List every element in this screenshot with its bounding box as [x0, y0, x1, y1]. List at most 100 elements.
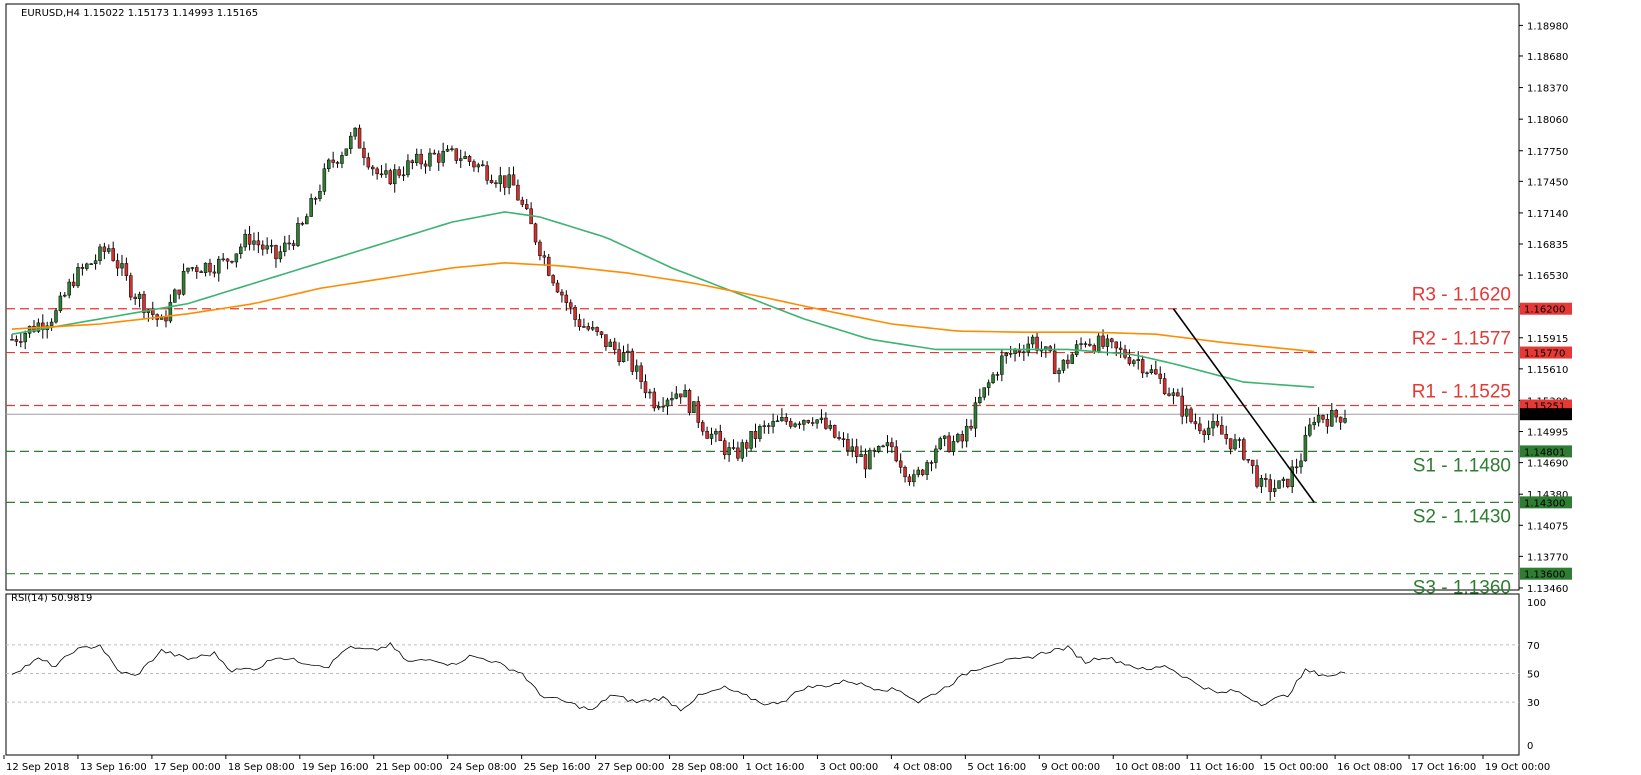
candle-body [727, 447, 731, 456]
price-tick-label: 1.14075 [1527, 521, 1568, 532]
time-axis-label: 11 Oct 16:00 [1189, 762, 1254, 773]
candle-body [1202, 430, 1206, 436]
candle-body [621, 352, 626, 362]
candle-body [419, 153, 423, 165]
support-level-label: S2 - 1.1430 [1413, 506, 1511, 527]
candle-body [230, 260, 234, 263]
candle-body [744, 442, 749, 449]
candle-body [27, 325, 32, 334]
candle-body [274, 245, 278, 260]
current-price-tag-text: 1.15165 [1524, 410, 1565, 421]
candle-body [1026, 343, 1030, 353]
candle-body [335, 162, 340, 164]
candle-body [76, 267, 80, 287]
candle-body [604, 334, 608, 347]
level-price-tag-text: 1.13600 [1524, 570, 1565, 581]
candle-body [912, 474, 916, 483]
price-tick-label: 1.18980 [1527, 21, 1568, 32]
price-tick-label: 1.18060 [1527, 115, 1568, 126]
candle-body [406, 160, 410, 176]
candle-body [560, 291, 564, 296]
candle-body [1136, 359, 1140, 361]
price-tick-label: 1.18680 [1527, 52, 1568, 63]
candle-body [318, 191, 322, 199]
time-axis-label: 28 Sep 08:00 [672, 762, 739, 773]
candle-body [1330, 410, 1334, 427]
candle-body [1013, 349, 1017, 355]
candle-body [507, 174, 511, 188]
candle-body [181, 270, 186, 295]
candle-body [590, 327, 595, 330]
candle-body [890, 442, 894, 448]
candle-body [533, 223, 538, 243]
candles [10, 124, 1347, 501]
candle-body [749, 431, 753, 449]
candle-body [582, 326, 586, 328]
candle-body [388, 170, 393, 185]
candle-body [348, 135, 353, 150]
candle-body [225, 258, 230, 262]
candle-body [379, 173, 384, 176]
price-tick-label: 1.14380 [1527, 490, 1568, 501]
moving-average-orange [11, 262, 1315, 353]
candle-body [718, 431, 723, 441]
candle-body [876, 446, 881, 452]
time-axis-label: 9 Oct 00:00 [1041, 762, 1100, 773]
candle-body [414, 153, 419, 164]
rsi-line [11, 642, 1346, 712]
candle-body [366, 157, 371, 168]
candle-body [634, 365, 639, 372]
candle-body [964, 425, 969, 442]
candle-body [1308, 424, 1312, 436]
price-tick-label: 1.14690 [1527, 459, 1568, 470]
candle-body [784, 417, 789, 422]
candle-body [692, 401, 696, 413]
candle-body [683, 390, 687, 398]
symbol-info: EURUSD,H4 1.15022 1.15173 1.14993 1.1516… [21, 8, 258, 19]
candle-body [850, 446, 855, 451]
candle-body [1083, 343, 1088, 345]
candle-body [190, 267, 195, 269]
time-axis-label: 24 Sep 08:00 [450, 762, 517, 773]
candle-body [1211, 421, 1215, 429]
candle-body [1132, 360, 1136, 364]
candle-body [14, 339, 19, 342]
candle-body [498, 175, 503, 185]
candle-body [1180, 395, 1184, 417]
candle-body [1303, 434, 1308, 462]
candle-body [709, 433, 714, 439]
candle-body [1167, 393, 1171, 396]
time-axis-label: 25 Sep 16:00 [524, 762, 591, 773]
candle-body [929, 462, 934, 464]
candle-body [1338, 416, 1343, 423]
candle-body [300, 223, 305, 225]
candle-body [85, 263, 89, 269]
candle-body [327, 159, 331, 170]
candle-body [129, 275, 133, 298]
time-axis-label: 17 Oct 16:00 [1411, 762, 1476, 773]
candle-body [392, 169, 397, 185]
candle-body [111, 248, 115, 261]
price-tick-label: 1.14995 [1527, 428, 1568, 439]
candle-body [1294, 466, 1299, 469]
candle-body [696, 401, 701, 423]
rsi-tick-label: 70 [1527, 641, 1540, 652]
candle-body [881, 445, 885, 448]
candle-body [239, 246, 243, 254]
candle-body [956, 434, 960, 442]
candle-body [524, 204, 529, 210]
candle-body [1312, 421, 1316, 426]
level-price-tag-text: 1.14300 [1524, 498, 1565, 509]
level-price-tag-text: 1.15770 [1524, 349, 1565, 360]
candle-body [1004, 353, 1009, 357]
candle-body [1079, 343, 1083, 345]
time-axis-label: 19 Oct 00:00 [1485, 762, 1550, 773]
time-axis-label: 10 Oct 08:00 [1115, 762, 1180, 773]
candle-body [120, 263, 124, 269]
candle-body [1215, 421, 1220, 426]
candle-body [731, 447, 736, 449]
candle-body [898, 460, 903, 468]
price-tick-label: 1.13460 [1527, 584, 1568, 595]
candle-body [428, 152, 432, 167]
